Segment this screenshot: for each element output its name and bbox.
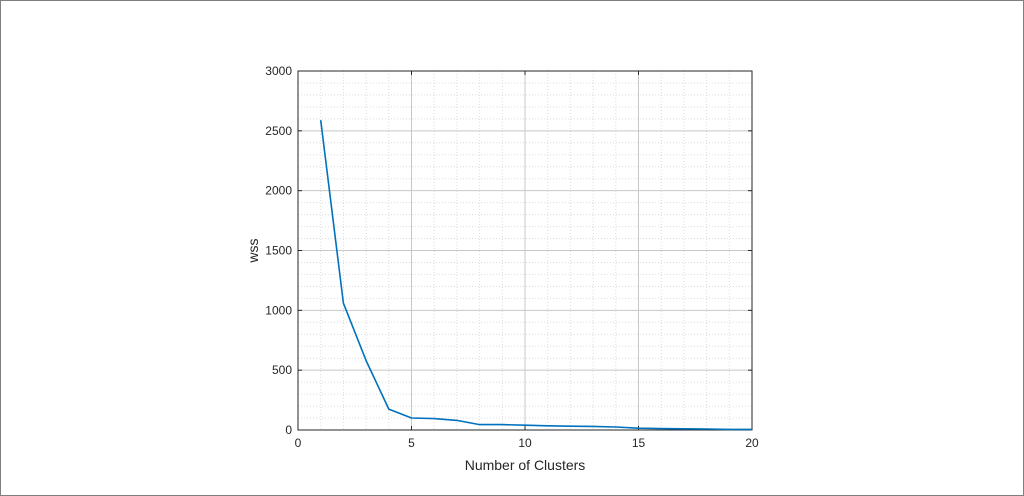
- major-grid: [297, 70, 753, 431]
- x-tick-label: 0: [295, 436, 302, 450]
- wss-series-line: [319, 120, 752, 431]
- y-tick-label: 1000: [265, 303, 292, 317]
- minor-grid: [298, 71, 752, 430]
- y-tick-label: 2000: [265, 184, 292, 198]
- y-axis-label: wss: [245, 238, 261, 263]
- y-tick-label: 1500: [265, 244, 292, 258]
- x-axis-label: Number of Clusters: [465, 457, 586, 473]
- y-tick-label: 2500: [265, 124, 292, 138]
- x-tick-label: 15: [632, 436, 646, 450]
- y-tick-label: 500: [272, 363, 292, 377]
- x-tick-label: 20: [745, 436, 759, 450]
- x-tick-label: 5: [408, 436, 415, 450]
- y-axis-ticks: 0 500 1000 1500 2000 2500 3000: [265, 64, 752, 437]
- y-tick-label: 0: [285, 423, 292, 437]
- x-axis-ticks: 0 5 10 15 20: [295, 71, 759, 450]
- x-tick-label: 10: [518, 436, 532, 450]
- y-tick-label: 3000: [265, 64, 292, 78]
- series-layer: [319, 120, 752, 431]
